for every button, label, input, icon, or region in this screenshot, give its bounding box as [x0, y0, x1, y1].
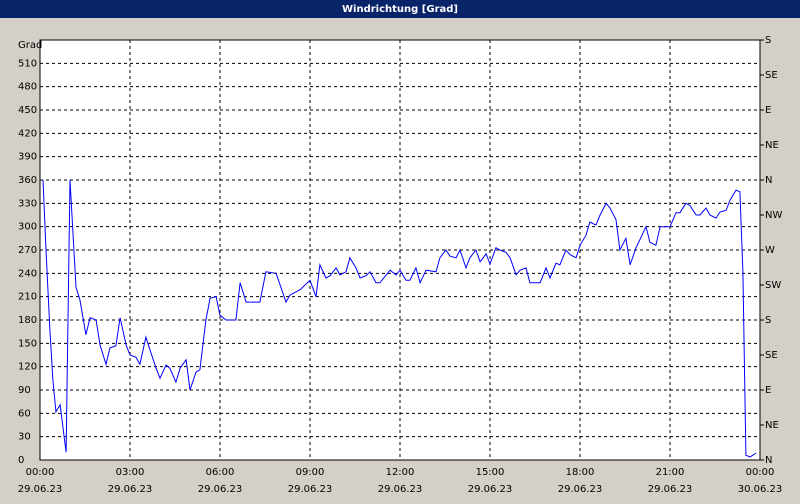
y-tick-label: 30	[18, 432, 31, 443]
x-tick-date: 30.06.23	[738, 484, 783, 495]
x-tick-label: 00:00	[26, 467, 55, 478]
y-tick-label: 120	[18, 362, 37, 373]
x-tick-date: 29.06.23	[198, 484, 243, 495]
y2-tick-label: NW	[765, 210, 782, 221]
y2-tick-label: NE	[765, 140, 779, 151]
y-tick-label: 90	[18, 385, 31, 396]
chart-title: Windrichtung [Grad]	[342, 4, 458, 15]
x-tick-label: 12:00	[386, 467, 415, 478]
y2-tick-label: E	[765, 105, 771, 116]
title-bar	[0, 0, 800, 18]
y2-tick-label: S	[765, 35, 771, 46]
y-tick-label: 0	[18, 455, 24, 466]
x-tick-date: 29.06.23	[558, 484, 603, 495]
y-tick-label: 150	[18, 338, 37, 349]
x-tick-date: 29.06.23	[288, 484, 333, 495]
y2-tick-label: SW	[765, 280, 781, 291]
y-tick-label: 210	[18, 292, 37, 303]
y-tick-label: 270	[18, 245, 37, 256]
y2-tick-label: S	[765, 315, 771, 326]
y2-tick-label: SE	[765, 70, 778, 81]
plot-border	[39, 39, 761, 461]
x-tick-label: 21:00	[656, 467, 685, 478]
y-tick-label: 180	[18, 315, 37, 326]
y-axis-label: Grad	[18, 40, 42, 51]
x-tick-date: 29.06.23	[378, 484, 423, 495]
x-tick-label: 15:00	[476, 467, 505, 478]
x-tick-date: 29.06.23	[648, 484, 693, 495]
y-tick-label: 300	[18, 222, 37, 233]
y2-tick-label: E	[765, 385, 771, 396]
data-line	[42, 179, 757, 458]
x-tick-label: 09:00	[296, 467, 325, 478]
y2-tick-label: N	[765, 175, 772, 186]
x-tick-label: 18:00	[566, 467, 595, 478]
y-tick-label: 510	[18, 58, 37, 69]
y2-tick-label: SE	[765, 350, 778, 361]
y-tick-label: 480	[18, 82, 37, 93]
x-tick-date: 29.06.23	[108, 484, 153, 495]
y-tick-label: 240	[18, 268, 37, 279]
y-tick-label: 330	[18, 198, 37, 209]
x-tick-date: 29.06.23	[18, 484, 63, 495]
y-tick-label: 60	[18, 408, 31, 419]
x-tick-label: 06:00	[206, 467, 235, 478]
y-tick-label: 450	[18, 105, 37, 116]
y2-tick-label: W	[765, 245, 775, 256]
x-tick-label: 03:00	[116, 467, 145, 478]
y2-tick-label: N	[765, 455, 772, 466]
y2-tick-label: NE	[765, 420, 779, 431]
x-tick-label: 00:00	[746, 467, 775, 478]
x-tick-date: 29.06.23	[468, 484, 513, 495]
y-tick-label: 420	[18, 128, 37, 139]
y-tick-label: 360	[18, 175, 37, 186]
y-tick-label: 390	[18, 152, 37, 163]
